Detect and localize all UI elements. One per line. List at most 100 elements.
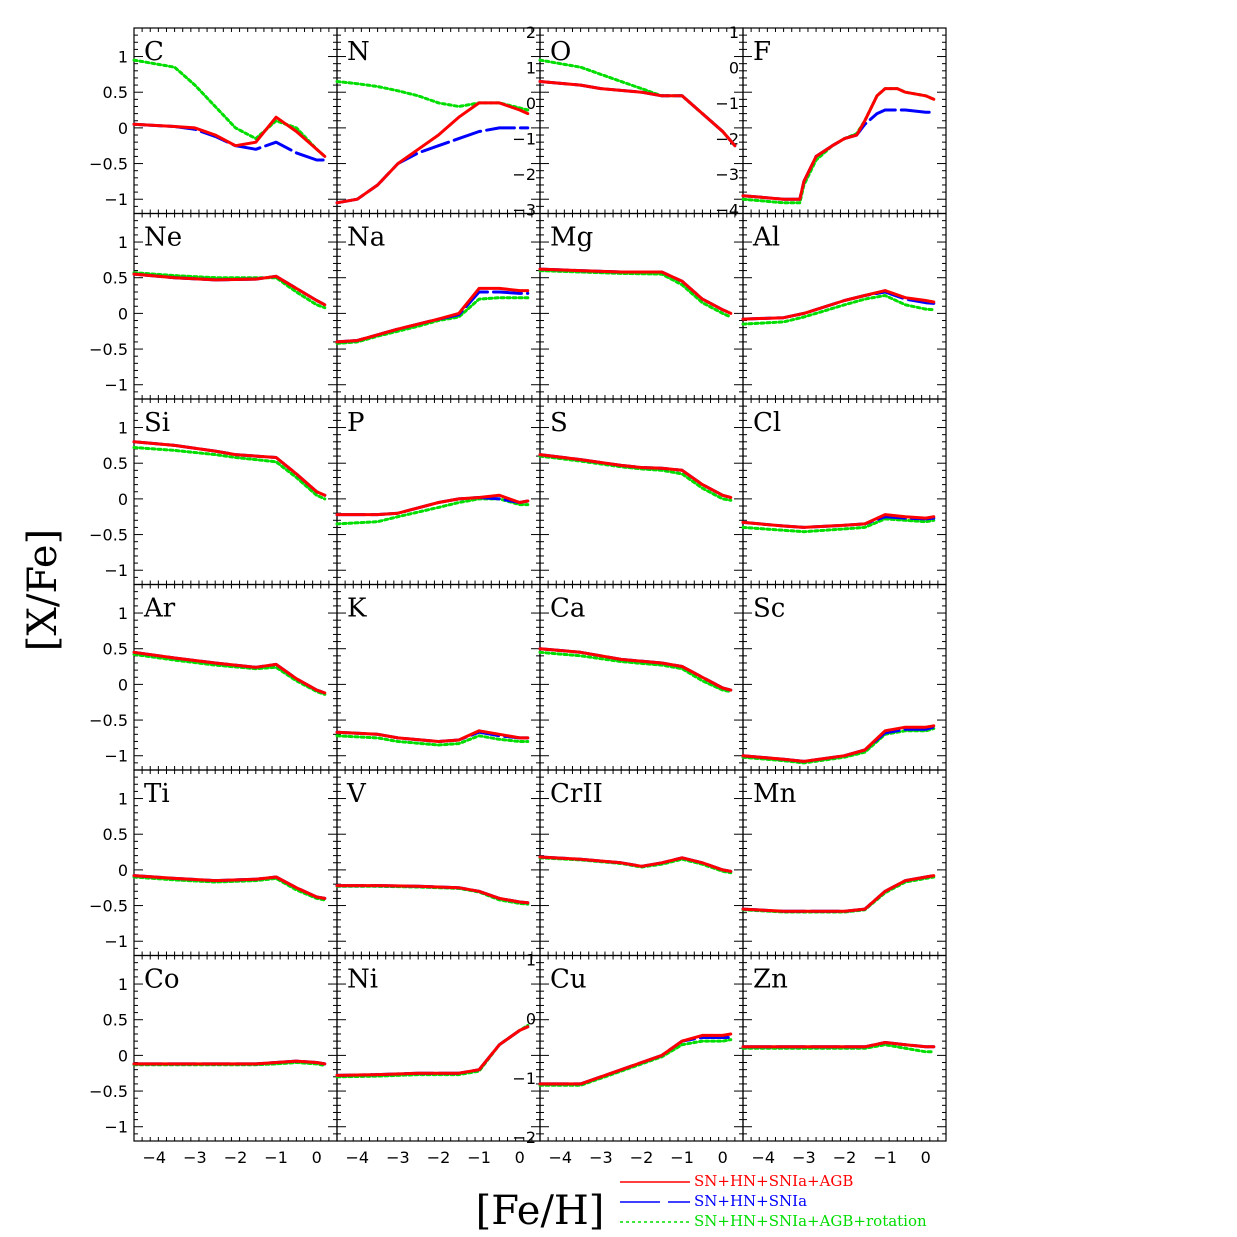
- x-tick-label: −1: [264, 1148, 288, 1167]
- y-tick-label: 0: [118, 304, 128, 323]
- element-label: V: [346, 779, 367, 809]
- panel-al: Al: [741, 212, 947, 400]
- y-tick-label: −0.5: [89, 1082, 128, 1101]
- series-line-red: [741, 724, 936, 763]
- right-tick-label: 2: [526, 23, 536, 42]
- panel-frame: [742, 27, 947, 215]
- element-label: K: [347, 594, 367, 624]
- x-tick-label: −1: [873, 1148, 897, 1167]
- series-line-red: [741, 289, 936, 321]
- panel-frame: [133, 27, 338, 215]
- element-label: Cl: [753, 408, 781, 438]
- panel-ne: 1 0.5 0 −0.5 −1 Ne: [89, 212, 338, 400]
- y-tick-label: 1: [118, 48, 128, 67]
- y-tick-label: −1: [104, 1118, 128, 1137]
- y-tick-label: 0.5: [103, 1011, 128, 1030]
- element-label: Ar: [143, 594, 176, 624]
- series-line-red: [741, 1041, 936, 1049]
- right-tick-label: −2: [512, 1128, 536, 1147]
- y-tick-label: 0: [118, 675, 128, 694]
- panel-o: 10−1−2−3−4O: [538, 23, 744, 220]
- right-tick-label: −2: [512, 165, 536, 184]
- x-tick-label: 0: [921, 1148, 931, 1167]
- series-line-red: [335, 884, 530, 905]
- element-label: Zn: [753, 965, 788, 995]
- x-tick-label: −2: [224, 1148, 248, 1167]
- series-line-red: [538, 267, 733, 315]
- element-label: CrII: [550, 779, 603, 809]
- y-tick-label: −1: [104, 561, 128, 580]
- series-line-red: [335, 729, 530, 743]
- series-line-green: [132, 446, 327, 501]
- panel-cu: −4 −3 −2 −1 0 Cu: [538, 954, 744, 1167]
- series-line-red: [741, 874, 936, 913]
- y-axis-label: [X/Fe]: [20, 529, 66, 651]
- element-label: Si: [144, 408, 170, 438]
- x-tick-label: −4: [752, 1148, 776, 1167]
- panel-ca: Ca: [538, 583, 744, 771]
- series-line-red: [335, 286, 530, 344]
- legend-label: SN+HN+SNIa+AGB+rotation: [694, 1212, 927, 1230]
- series-line-red: [132, 874, 327, 900]
- panel-c: 1 0.5 0 −0.5 −1 C: [89, 27, 338, 215]
- series-line-blue: [335, 290, 530, 344]
- element-label: Cu: [550, 965, 587, 995]
- y-tick-label: −0.5: [89, 155, 128, 174]
- series-line-red: [132, 650, 327, 695]
- y-tick-label: 0.5: [103, 83, 128, 102]
- panel-frame: [336, 769, 541, 957]
- series-line-blue: [538, 453, 733, 499]
- series-line-green: [335, 884, 530, 906]
- panel-s: S: [538, 398, 744, 586]
- right-tick-label: 0: [526, 94, 536, 113]
- right-tick-label: −3: [715, 165, 739, 184]
- x-tick-label: −3: [792, 1148, 816, 1167]
- series-line-red: [538, 453, 733, 499]
- right-tick-label: 1: [526, 59, 536, 78]
- x-tick-label: −3: [589, 1148, 613, 1167]
- series-line-green: [132, 652, 327, 696]
- x-tick-label: −2: [427, 1148, 451, 1167]
- series-line-red: [132, 1059, 327, 1066]
- element-label: Sc: [753, 594, 785, 624]
- series-line-red: [538, 80, 737, 148]
- element-label: Al: [752, 223, 780, 253]
- y-tick-label: 0: [118, 1046, 128, 1065]
- series-line-red: [741, 87, 936, 201]
- series-line-green: [335, 734, 530, 747]
- legend-label: SN+HN+SNIa: [694, 1192, 807, 1210]
- right-tick-label: −1: [512, 1069, 536, 1088]
- right-tick-label: 1: [729, 23, 739, 42]
- panel-frame: [336, 398, 541, 586]
- y-tick-label: −1: [104, 747, 128, 766]
- series-line-red: [741, 513, 936, 529]
- panel-frame: [539, 398, 744, 586]
- panel-na: Na: [335, 212, 541, 400]
- x-tick-label: −2: [833, 1148, 857, 1167]
- series-line-red: [132, 440, 327, 497]
- x-tick-label: −4: [143, 1148, 167, 1167]
- panel-v: V: [335, 769, 541, 957]
- element-label: N: [347, 37, 370, 67]
- panel-crii: CrII: [538, 769, 744, 957]
- x-tick-label: −2: [630, 1148, 654, 1167]
- y-tick-label: 0: [118, 490, 128, 509]
- series-line-green: [741, 87, 936, 205]
- right-tick-label: −4: [715, 201, 739, 220]
- element-label: F: [753, 37, 771, 67]
- series-line-blue: [538, 1036, 733, 1086]
- y-tick-label: 0.5: [103, 454, 128, 473]
- x-tick-label: 0: [312, 1148, 322, 1167]
- panel-zn: −4 −3 −2 −1 0 Zn: [741, 954, 947, 1167]
- x-tick-label: −1: [670, 1148, 694, 1167]
- element-label: Ca: [550, 594, 585, 624]
- legend: SN+HN+SNIa+AGB SN+HN+SNIa SN+HN+SNIa+AGB+r…: [620, 1172, 927, 1230]
- element-label: Ni: [347, 965, 378, 995]
- series-line-blue: [335, 1025, 530, 1077]
- legend-label: SN+HN+SNIa+AGB: [694, 1172, 853, 1190]
- y-tick-label: −0.5: [89, 711, 128, 730]
- element-label: Ti: [144, 779, 170, 809]
- element-label: P: [347, 408, 365, 438]
- panel-sc: Sc: [741, 583, 947, 771]
